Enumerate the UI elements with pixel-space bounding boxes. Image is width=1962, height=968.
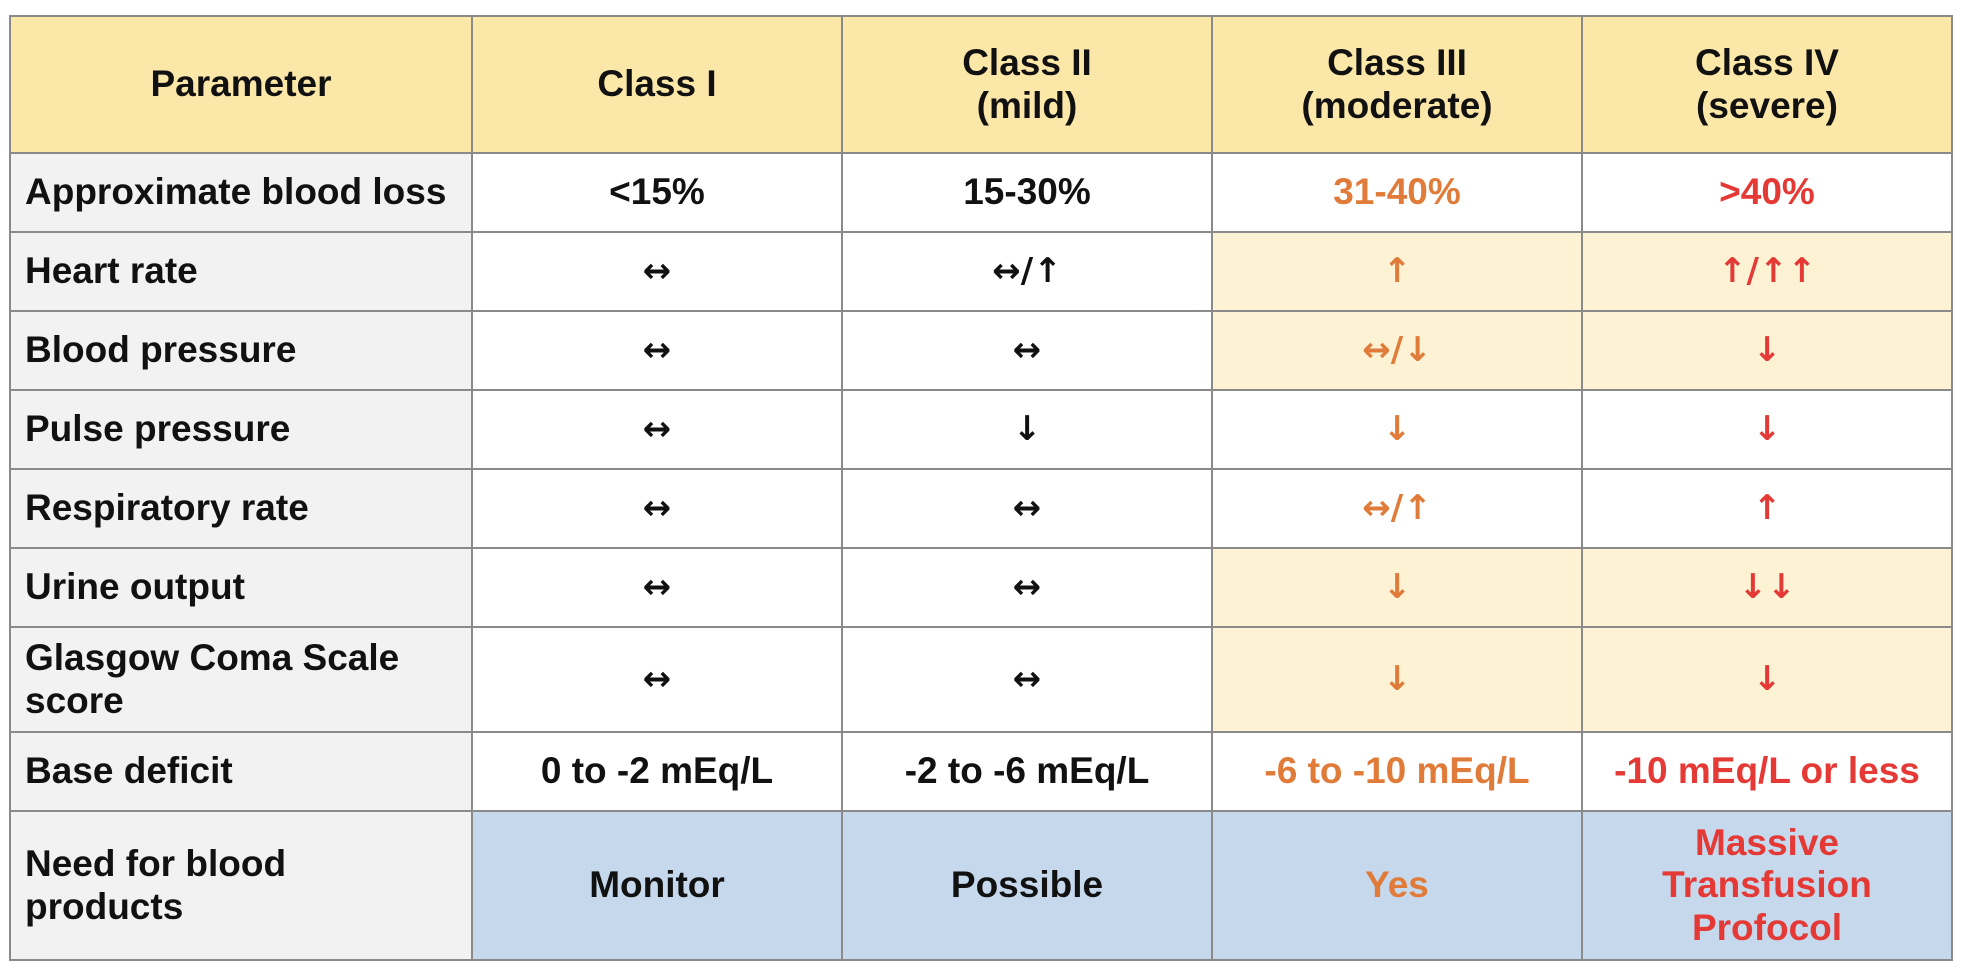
header-parameter: Parameter	[9, 15, 473, 154]
cell-class-3: ↓	[1211, 389, 1583, 470]
row-label: Blood pressure	[9, 310, 473, 391]
cell-class-2: ↓	[841, 389, 1213, 470]
cell-class-1: <15%	[471, 152, 843, 233]
row-label: Pulse pressure	[9, 389, 473, 470]
header-class-2: Class II (mild)	[841, 15, 1213, 154]
cell-class-1: 0 to -2 mEq/L	[471, 731, 843, 812]
row-label: Respiratory rate	[9, 468, 473, 549]
header-row: Parameter Class I Class II (mild) Class I…	[9, 15, 1953, 154]
row-label-line1: Need for blood	[25, 842, 287, 884]
cell-class-4: ↓	[1581, 389, 1953, 470]
cell-class-2: ↔	[841, 626, 1213, 733]
table-row-blood-products: Need for blood products Monitor Possible …	[9, 810, 1953, 961]
row-label: Need for blood products	[9, 810, 473, 961]
header-class-3: Class III (moderate)	[1211, 15, 1583, 154]
header-class-4: Class IV (severe)	[1581, 15, 1953, 154]
cell-class-2: ↔	[841, 468, 1213, 549]
hemorrhage-classification-table-container: Parameter Class I Class II (mild) Class I…	[9, 15, 1953, 961]
row-label: Urine output	[9, 547, 473, 628]
cell-class-4: ↓	[1581, 310, 1953, 391]
row-label: Heart rate	[9, 231, 473, 312]
cell-class-4-line3: Profocol	[1691, 906, 1843, 948]
header-class-1: Class I	[471, 15, 843, 154]
hemorrhage-classification-table: Parameter Class I Class II (mild) Class I…	[9, 15, 1953, 961]
cell-class-1: ↔	[471, 547, 843, 628]
row-label: Glasgow Coma Scale score	[9, 626, 473, 733]
cell-class-4: ↓	[1581, 626, 1953, 733]
table-row-gcs: Glasgow Coma Scale score ↔ ↔ ↓ ↓	[9, 626, 1953, 733]
header-class-4-line1: Class IV	[1695, 41, 1839, 83]
table-row-pulse-pressure: Pulse pressure ↔ ↓ ↓ ↓	[9, 389, 1953, 470]
cell-class-4: >40%	[1581, 152, 1953, 233]
cell-class-4: ↑/↑↑	[1581, 231, 1953, 312]
cell-class-1: ↔	[471, 310, 843, 391]
cell-class-2: ↔/↑	[841, 231, 1213, 312]
cell-class-3: -6 to -10 mEq/L	[1211, 731, 1583, 812]
cell-class-3: ↓	[1211, 626, 1583, 733]
cell-class-2: ↔	[841, 547, 1213, 628]
cell-class-3: 31-40%	[1211, 152, 1583, 233]
table-row-urine-output: Urine output ↔ ↔ ↓ ↓↓	[9, 547, 1953, 628]
cell-class-4-line2: Transfusion	[1662, 864, 1872, 906]
cell-class-1: ↔	[471, 626, 843, 733]
cell-class-2: Possible	[841, 810, 1213, 961]
header-class-4-line2: (severe)	[1696, 84, 1838, 126]
row-label-line1: Glasgow Coma Scale	[25, 636, 400, 678]
table-row-blood-pressure: Blood pressure ↔ ↔ ↔/↓ ↓	[9, 310, 1953, 391]
cell-class-2: 15-30%	[841, 152, 1213, 233]
cell-class-2: ↔	[841, 310, 1213, 391]
header-class-3-line2: (moderate)	[1301, 84, 1493, 126]
table-row-blood-loss: Approximate blood loss <15% 15-30% 31-40…	[9, 152, 1953, 233]
cell-class-3: ↔/↑	[1211, 468, 1583, 549]
cell-class-4: -10 mEq/L or less	[1581, 731, 1953, 812]
table-row-heart-rate: Heart rate ↔ ↔/↑ ↑ ↑/↑↑	[9, 231, 1953, 312]
cell-class-1: ↔	[471, 231, 843, 312]
row-label-line2: score	[25, 679, 124, 721]
header-class-3-line1: Class III	[1327, 41, 1467, 83]
header-class-2-line2: (mild)	[976, 84, 1078, 126]
cell-class-3: ↓	[1211, 547, 1583, 628]
cell-class-3: ↔/↓	[1211, 310, 1583, 391]
cell-class-4: Massive Transfusion Profocol	[1581, 810, 1953, 961]
table-row-base-deficit: Base deficit 0 to -2 mEq/L -2 to -6 mEq/…	[9, 731, 1953, 812]
cell-class-3: Yes	[1211, 810, 1583, 961]
cell-class-1: Monitor	[471, 810, 843, 961]
cell-class-4-line1: Massive	[1695, 821, 1839, 863]
cell-class-4: ↓↓	[1581, 547, 1953, 628]
table-row-respiratory-rate: Respiratory rate ↔ ↔ ↔/↑ ↑	[9, 468, 1953, 549]
cell-class-1: ↔	[471, 468, 843, 549]
row-label-line2: products	[25, 885, 184, 927]
cell-class-3: ↑	[1211, 231, 1583, 312]
row-label: Approximate blood loss	[9, 152, 473, 233]
header-class-2-line1: Class II	[962, 41, 1092, 83]
cell-class-4: ↑	[1581, 468, 1953, 549]
row-label: Base deficit	[9, 731, 473, 812]
cell-class-1: ↔	[471, 389, 843, 470]
cell-class-2: -2 to -6 mEq/L	[841, 731, 1213, 812]
